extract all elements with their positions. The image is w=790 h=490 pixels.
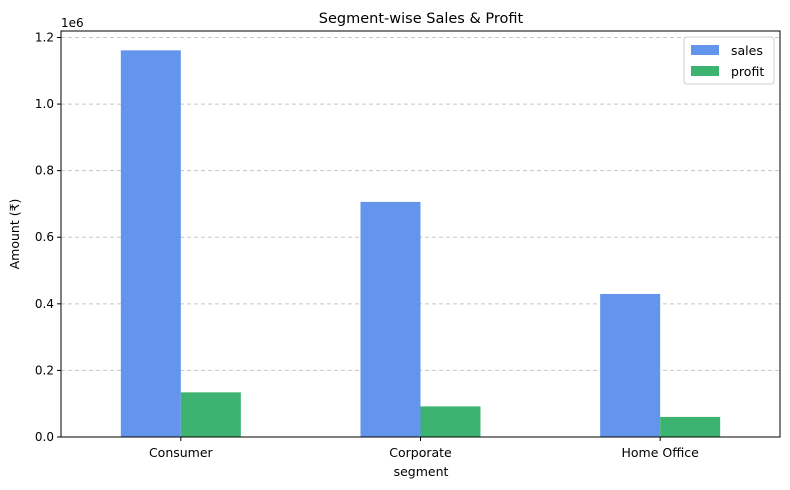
bars: [120, 50, 721, 438]
legend: sales profit: [683, 36, 775, 85]
y-tick-label-1-2: 1.2: [35, 30, 54, 44]
y-tick-label-0-2: 0.2: [35, 363, 54, 377]
y-axis-label: Amount (₹): [7, 199, 22, 270]
x-tick-label-home-office: Home Office: [621, 445, 699, 460]
y-tick-label-0-8: 0.8: [35, 164, 54, 178]
x-tick-label-corporate: Corporate: [389, 445, 452, 460]
x-axis-label: segment: [394, 464, 449, 479]
bar-sales-corporate: [360, 201, 421, 437]
y-tick-label-0-0: 0.0: [35, 430, 54, 444]
legend-label-profit: profit: [731, 64, 764, 79]
legend-label-sales: sales: [731, 43, 763, 58]
legend-swatch-profit: [691, 66, 719, 76]
chart-title: Segment-wise Sales & Profit: [319, 11, 524, 27]
y-tick-label-0-6: 0.6: [35, 230, 54, 244]
x-axis-ticks: Consumer Corporate Home Office: [149, 437, 699, 460]
bar-sales-home-office: [600, 293, 661, 437]
legend-swatch-sales: [691, 45, 719, 55]
bar-profit-home-office: [660, 416, 721, 437]
x-tick-label-consumer: Consumer: [149, 445, 214, 460]
y-axis-ticks: 0.0 0.2 0.4 0.6 0.8 1.0 1.2: [35, 30, 61, 444]
bar-profit-corporate: [420, 406, 481, 437]
bar-profit-consumer: [180, 392, 241, 437]
y-tick-label-0-4: 0.4: [35, 297, 54, 311]
bar-sales-consumer: [120, 50, 181, 438]
y-tick-label-1-0: 1.0: [35, 97, 54, 111]
y-axis-offset-label: 1e6: [61, 16, 84, 30]
